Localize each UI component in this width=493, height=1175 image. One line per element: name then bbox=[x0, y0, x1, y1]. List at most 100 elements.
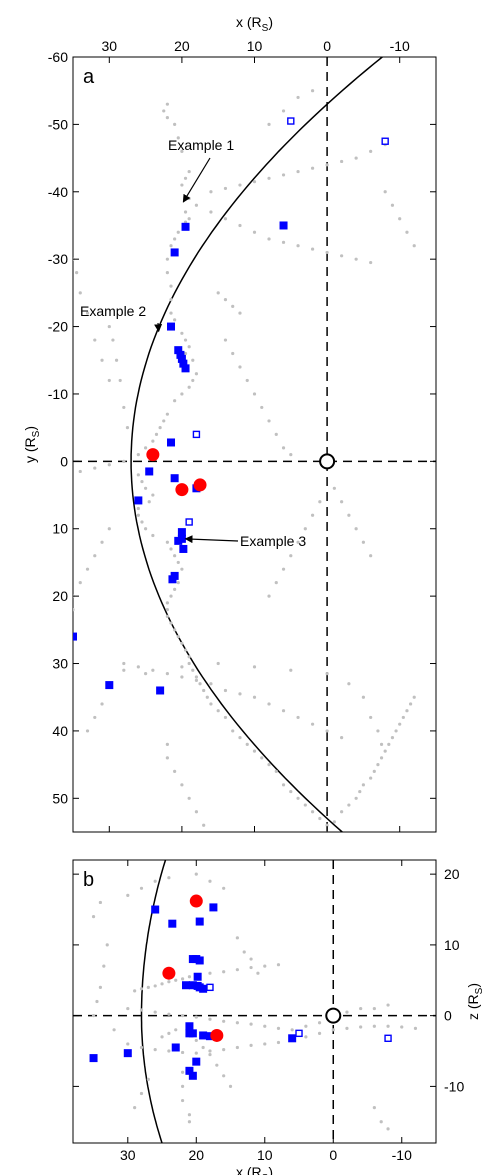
data-point-dot bbox=[231, 729, 235, 733]
data-point-dot bbox=[136, 473, 140, 477]
data-point-dot bbox=[194, 675, 199, 679]
data-point-dot bbox=[151, 439, 155, 443]
data-point-filled-square bbox=[199, 1031, 208, 1040]
data-point-dot bbox=[303, 527, 307, 531]
data-point-dot bbox=[361, 695, 365, 699]
data-point-dot bbox=[105, 943, 109, 947]
data-point-dot bbox=[126, 893, 130, 897]
data-point-dot bbox=[263, 964, 267, 968]
data-point-dot bbox=[387, 742, 391, 746]
data-point-filled-square bbox=[179, 359, 188, 368]
y-tick-label: -40 bbox=[48, 184, 68, 200]
data-point-dot bbox=[176, 581, 180, 585]
data-point-dot bbox=[93, 554, 97, 558]
data-point-filled-square bbox=[134, 496, 143, 505]
data-point-dot bbox=[169, 244, 173, 248]
data-point-dot bbox=[180, 1050, 185, 1055]
data-point-dot bbox=[310, 247, 315, 251]
data-point-open-square bbox=[295, 1029, 303, 1038]
data-point-dot bbox=[194, 1038, 198, 1043]
data-point-dot bbox=[194, 1051, 198, 1055]
data-point-filled-square bbox=[174, 536, 183, 545]
annotation-arrow bbox=[182, 157, 211, 203]
data-point-dot bbox=[202, 823, 206, 827]
data-point-dot bbox=[187, 1120, 192, 1124]
data-point-dot bbox=[209, 682, 213, 686]
panel-b-plot-area bbox=[72, 859, 437, 1144]
data-point-dot bbox=[296, 540, 300, 544]
data-point-dot bbox=[252, 665, 257, 669]
data-point-dot bbox=[332, 486, 336, 490]
data-point-dot bbox=[93, 466, 97, 470]
data-point-dot bbox=[383, 749, 387, 753]
data-point-dot bbox=[180, 1098, 185, 1103]
data-point-filled-square bbox=[185, 1066, 194, 1075]
data-point-dot bbox=[296, 169, 300, 174]
data-point-dot bbox=[173, 554, 177, 558]
data-point-dot bbox=[100, 702, 104, 706]
data-point-open-square bbox=[381, 137, 389, 145]
data-point-dot bbox=[345, 1010, 349, 1014]
data-point-filled-square bbox=[151, 905, 160, 914]
data-point-dot bbox=[249, 1043, 253, 1047]
data-point-dot bbox=[146, 985, 150, 989]
panel-a: 30 20 10 0 -10-60-50-40-30-20-1001020304050 … bbox=[22, 14, 437, 833]
data-point-dot bbox=[249, 965, 253, 970]
data-point-dot bbox=[222, 970, 226, 974]
data-point-dot bbox=[78, 469, 82, 474]
data-point-dot bbox=[235, 1045, 239, 1050]
data-point-dot bbox=[223, 186, 228, 191]
data-point-dot bbox=[208, 1017, 212, 1021]
data-point-dot bbox=[354, 257, 358, 261]
data-point-dot bbox=[139, 1091, 144, 1096]
data-point-dot bbox=[325, 250, 329, 255]
data-point-dot bbox=[267, 594, 271, 598]
data-point-dot bbox=[194, 872, 198, 876]
data-point-dot bbox=[223, 217, 228, 221]
data-point-dot bbox=[165, 614, 169, 618]
data-point-dot bbox=[187, 196, 191, 201]
data-point-dot bbox=[126, 1006, 130, 1011]
data-point-dot bbox=[208, 1052, 212, 1057]
data-point-dot bbox=[296, 244, 300, 248]
data-point-dot bbox=[202, 688, 206, 693]
data-point-dot bbox=[281, 446, 286, 450]
data-point-dot bbox=[340, 159, 344, 164]
data-point-dot bbox=[165, 412, 169, 416]
data-point-dot bbox=[347, 513, 351, 517]
data-point-dot bbox=[180, 183, 184, 187]
y-tick-label: 30 bbox=[52, 656, 68, 672]
annotation-arrow bbox=[154, 322, 163, 333]
data-point-filled-square bbox=[188, 1029, 197, 1038]
data-point-dot bbox=[238, 736, 242, 740]
data-point-dot bbox=[390, 203, 395, 207]
data-point-dot bbox=[252, 695, 257, 699]
data-point-dot bbox=[372, 1024, 376, 1028]
data-point-open-square bbox=[287, 117, 295, 125]
data-point-dot bbox=[223, 715, 228, 720]
data-point-dot bbox=[209, 190, 213, 194]
data-point-filled-square bbox=[105, 681, 114, 690]
data-point-dot bbox=[310, 722, 315, 726]
data-point-dot bbox=[379, 742, 384, 746]
data-point-dot bbox=[153, 1010, 157, 1014]
data-point-dot bbox=[162, 109, 166, 113]
data-point-dot bbox=[107, 324, 111, 329]
data-point-dot bbox=[78, 291, 82, 295]
data-point-dot bbox=[310, 166, 315, 170]
x-tick-label: 0 bbox=[323, 38, 331, 54]
data-point-dot bbox=[140, 520, 144, 524]
data-point-dot bbox=[194, 678, 199, 682]
data-point-dot bbox=[180, 977, 185, 981]
data-point-dot bbox=[208, 879, 212, 883]
data-point-filled-square bbox=[205, 1032, 214, 1041]
data-point-dot bbox=[136, 513, 140, 517]
data-point-dot bbox=[187, 796, 191, 800]
data-point-dot bbox=[139, 886, 144, 890]
data-point-dot bbox=[405, 230, 409, 234]
data-point-dot bbox=[85, 729, 90, 733]
x-tick-label: 30 bbox=[120, 1147, 136, 1163]
data-point-dot bbox=[176, 560, 180, 565]
data-point-open-square bbox=[206, 983, 214, 992]
data-point-dot bbox=[147, 500, 151, 504]
